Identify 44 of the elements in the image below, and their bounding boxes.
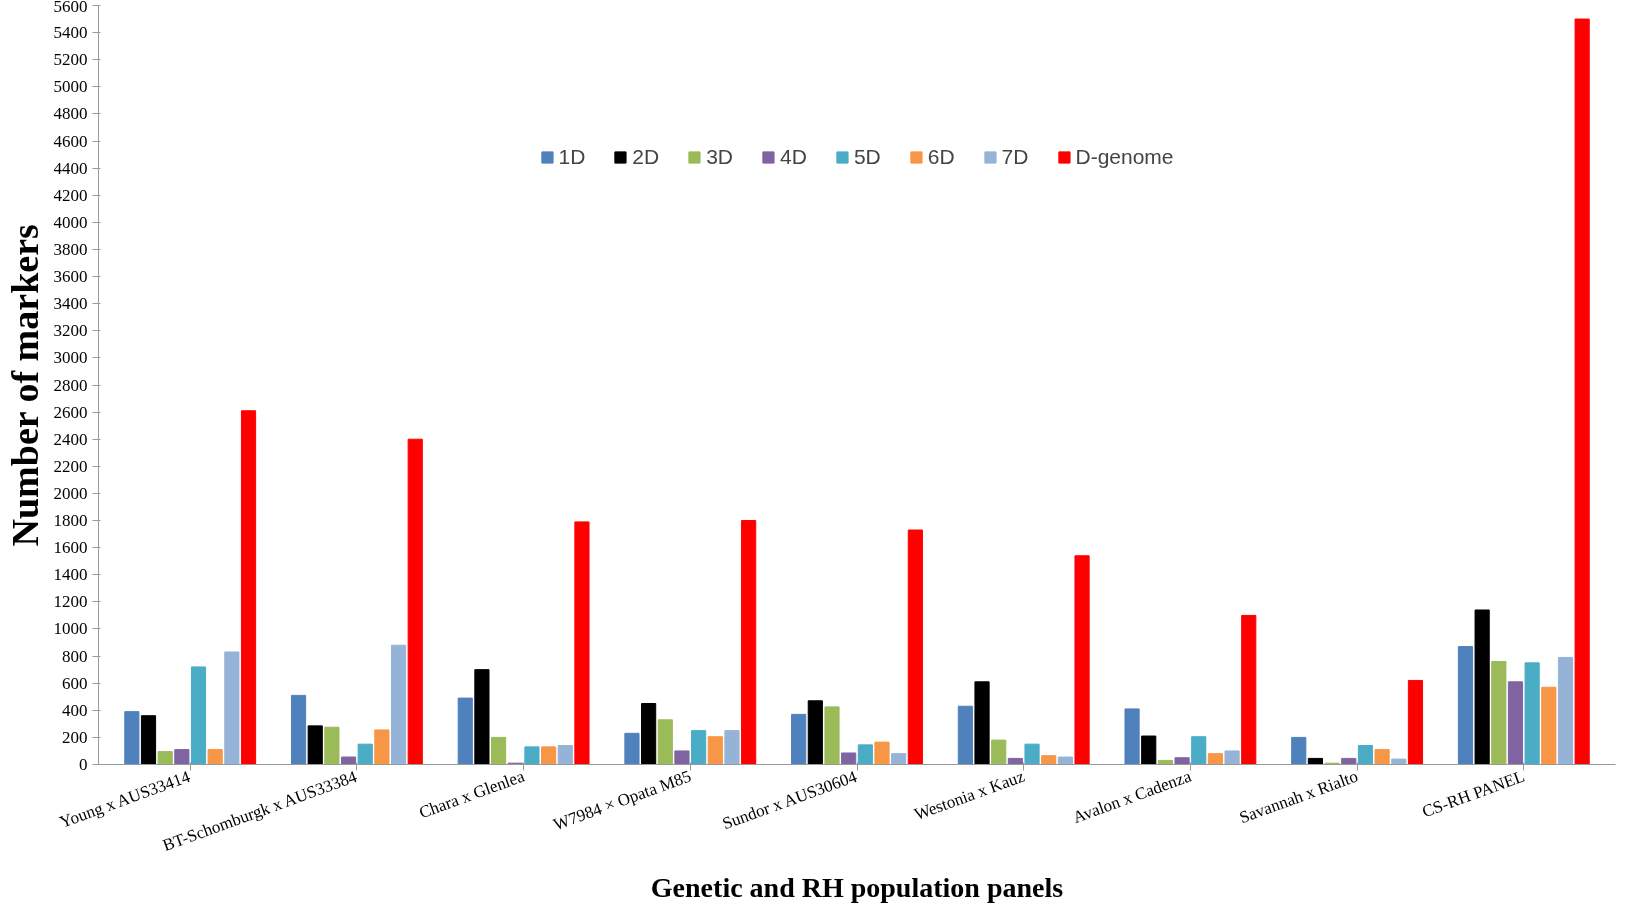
x-tick-label: W7984 × Opata M85 — [550, 766, 694, 835]
y-tick-label: 3600 — [53, 267, 88, 287]
y-tick-label: 3200 — [53, 321, 88, 341]
y-tick-label: 3800 — [53, 239, 88, 259]
y-tick-label: 800 — [62, 646, 88, 666]
y-tick-label: 5000 — [53, 77, 88, 97]
y-tick-label: 400 — [62, 700, 88, 720]
y-tick-label: 5600 — [53, 0, 88, 16]
y-tick-label: 1400 — [53, 565, 88, 585]
y-tick-label: 4400 — [53, 158, 88, 178]
legend-label: 1D — [558, 145, 586, 169]
y-tick-label: 600 — [62, 673, 88, 693]
x-tick-label: CS-RH PANEL — [1419, 766, 1528, 822]
y-tick-label: 4800 — [53, 104, 88, 124]
y-tick-label: 4200 — [53, 185, 88, 205]
y-tick-label: 5200 — [53, 50, 88, 70]
y-tick-label: 1200 — [53, 592, 88, 612]
y-tick-label: 3000 — [53, 348, 88, 368]
y-tick-label: 4000 — [53, 212, 88, 232]
x-tick-label: Westonia x Kauz — [911, 766, 1028, 825]
y-tick-label: 0 — [79, 755, 88, 774]
legend-label: 6D — [927, 145, 955, 169]
y-tick-label: 2200 — [53, 456, 88, 476]
y-tick-label: 2000 — [53, 483, 88, 503]
y-tick-label: 1800 — [53, 511, 88, 531]
y-tick-label: 4600 — [53, 131, 88, 151]
y-tick-label: 3400 — [53, 294, 88, 314]
legend-label: 2D — [632, 145, 660, 169]
legend-label: 4D — [780, 145, 807, 169]
y-axis-title: Number of markers — [3, 224, 46, 547]
x-axis-title: Genetic and RH population panels — [650, 871, 1064, 903]
y-tick-label: 200 — [62, 727, 88, 747]
legend-label: 5D — [853, 145, 881, 169]
legend-label: 7D — [1001, 145, 1029, 169]
legend-label: 3D — [706, 145, 734, 169]
y-tick-label: 2600 — [53, 402, 88, 422]
y-tick-label: 5400 — [53, 23, 88, 43]
y-tick-label: 2800 — [53, 375, 88, 395]
legend-label: D-genome — [1075, 145, 1174, 169]
x-tick-label: Avalon x Cadenza — [1070, 766, 1195, 828]
x-tick-label: Chara x Glenlea — [416, 766, 528, 823]
y-tick-label: 1600 — [53, 538, 88, 558]
y-tick-label: 1000 — [53, 619, 88, 639]
y-tick-label: 2400 — [53, 429, 88, 449]
